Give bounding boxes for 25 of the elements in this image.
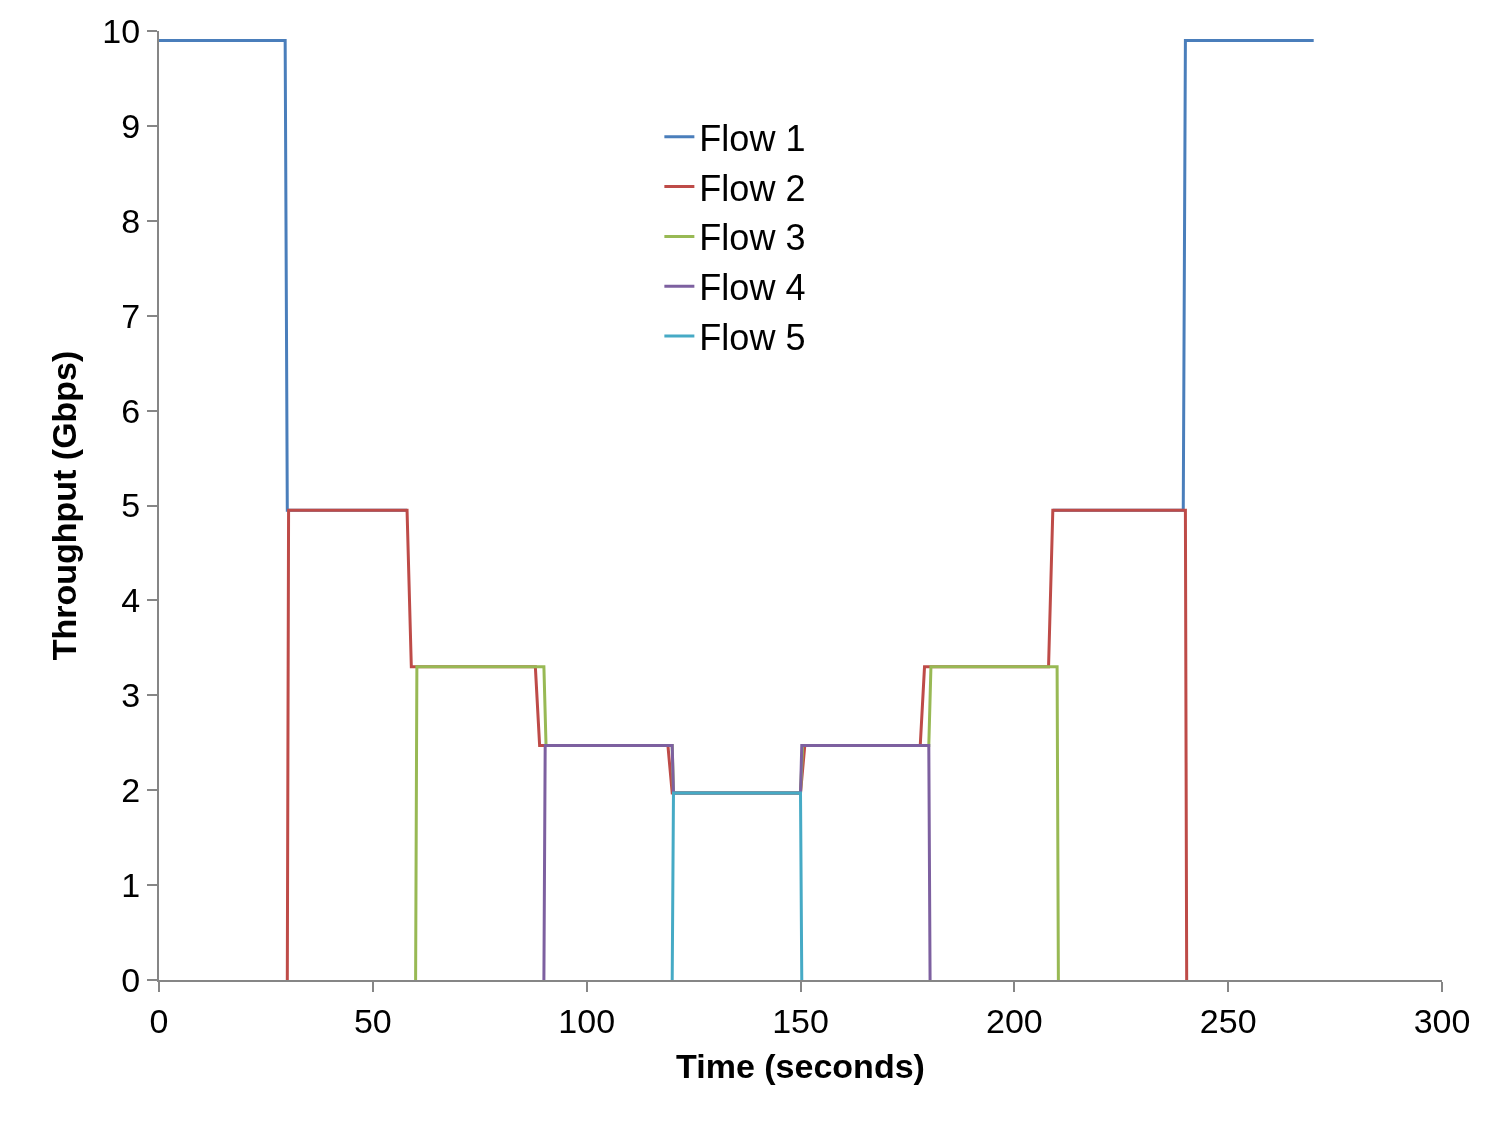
x-tick-label: 100 [558,1001,616,1040]
x-tick-label: 50 [353,1001,392,1040]
x-tick-label: 300 [1413,1001,1471,1040]
y-tick-label: 7 [121,296,141,335]
x-axis-title: Time (seconds) [676,1046,925,1085]
y-tick-label: 5 [121,486,141,525]
legend-label: Flow 2 [699,167,806,209]
x-tick-label: 0 [149,1001,169,1040]
legend-label: Flow 5 [699,317,806,359]
x-tick-label: 150 [772,1001,829,1040]
x-tick-label: 200 [985,1001,1043,1040]
y-tick-label: 3 [121,676,141,715]
y-tick-label: 8 [121,201,141,240]
legend-label: Flow 3 [699,217,806,259]
y-tick-label: 10 [102,11,141,50]
y-tick-label: 6 [121,391,141,430]
y-tick-label: 1 [121,866,141,904]
y-axis-title: Throughput (Gbps) [45,350,84,661]
legend-label: Flow 4 [699,267,806,309]
y-tick-label: 0 [121,960,141,999]
legend-label: Flow 1 [699,117,806,159]
x-tick-label: 250 [1199,1001,1257,1040]
y-tick-label: 2 [121,771,141,810]
y-tick-label: 9 [121,106,141,145]
y-tick-label: 4 [121,581,141,620]
